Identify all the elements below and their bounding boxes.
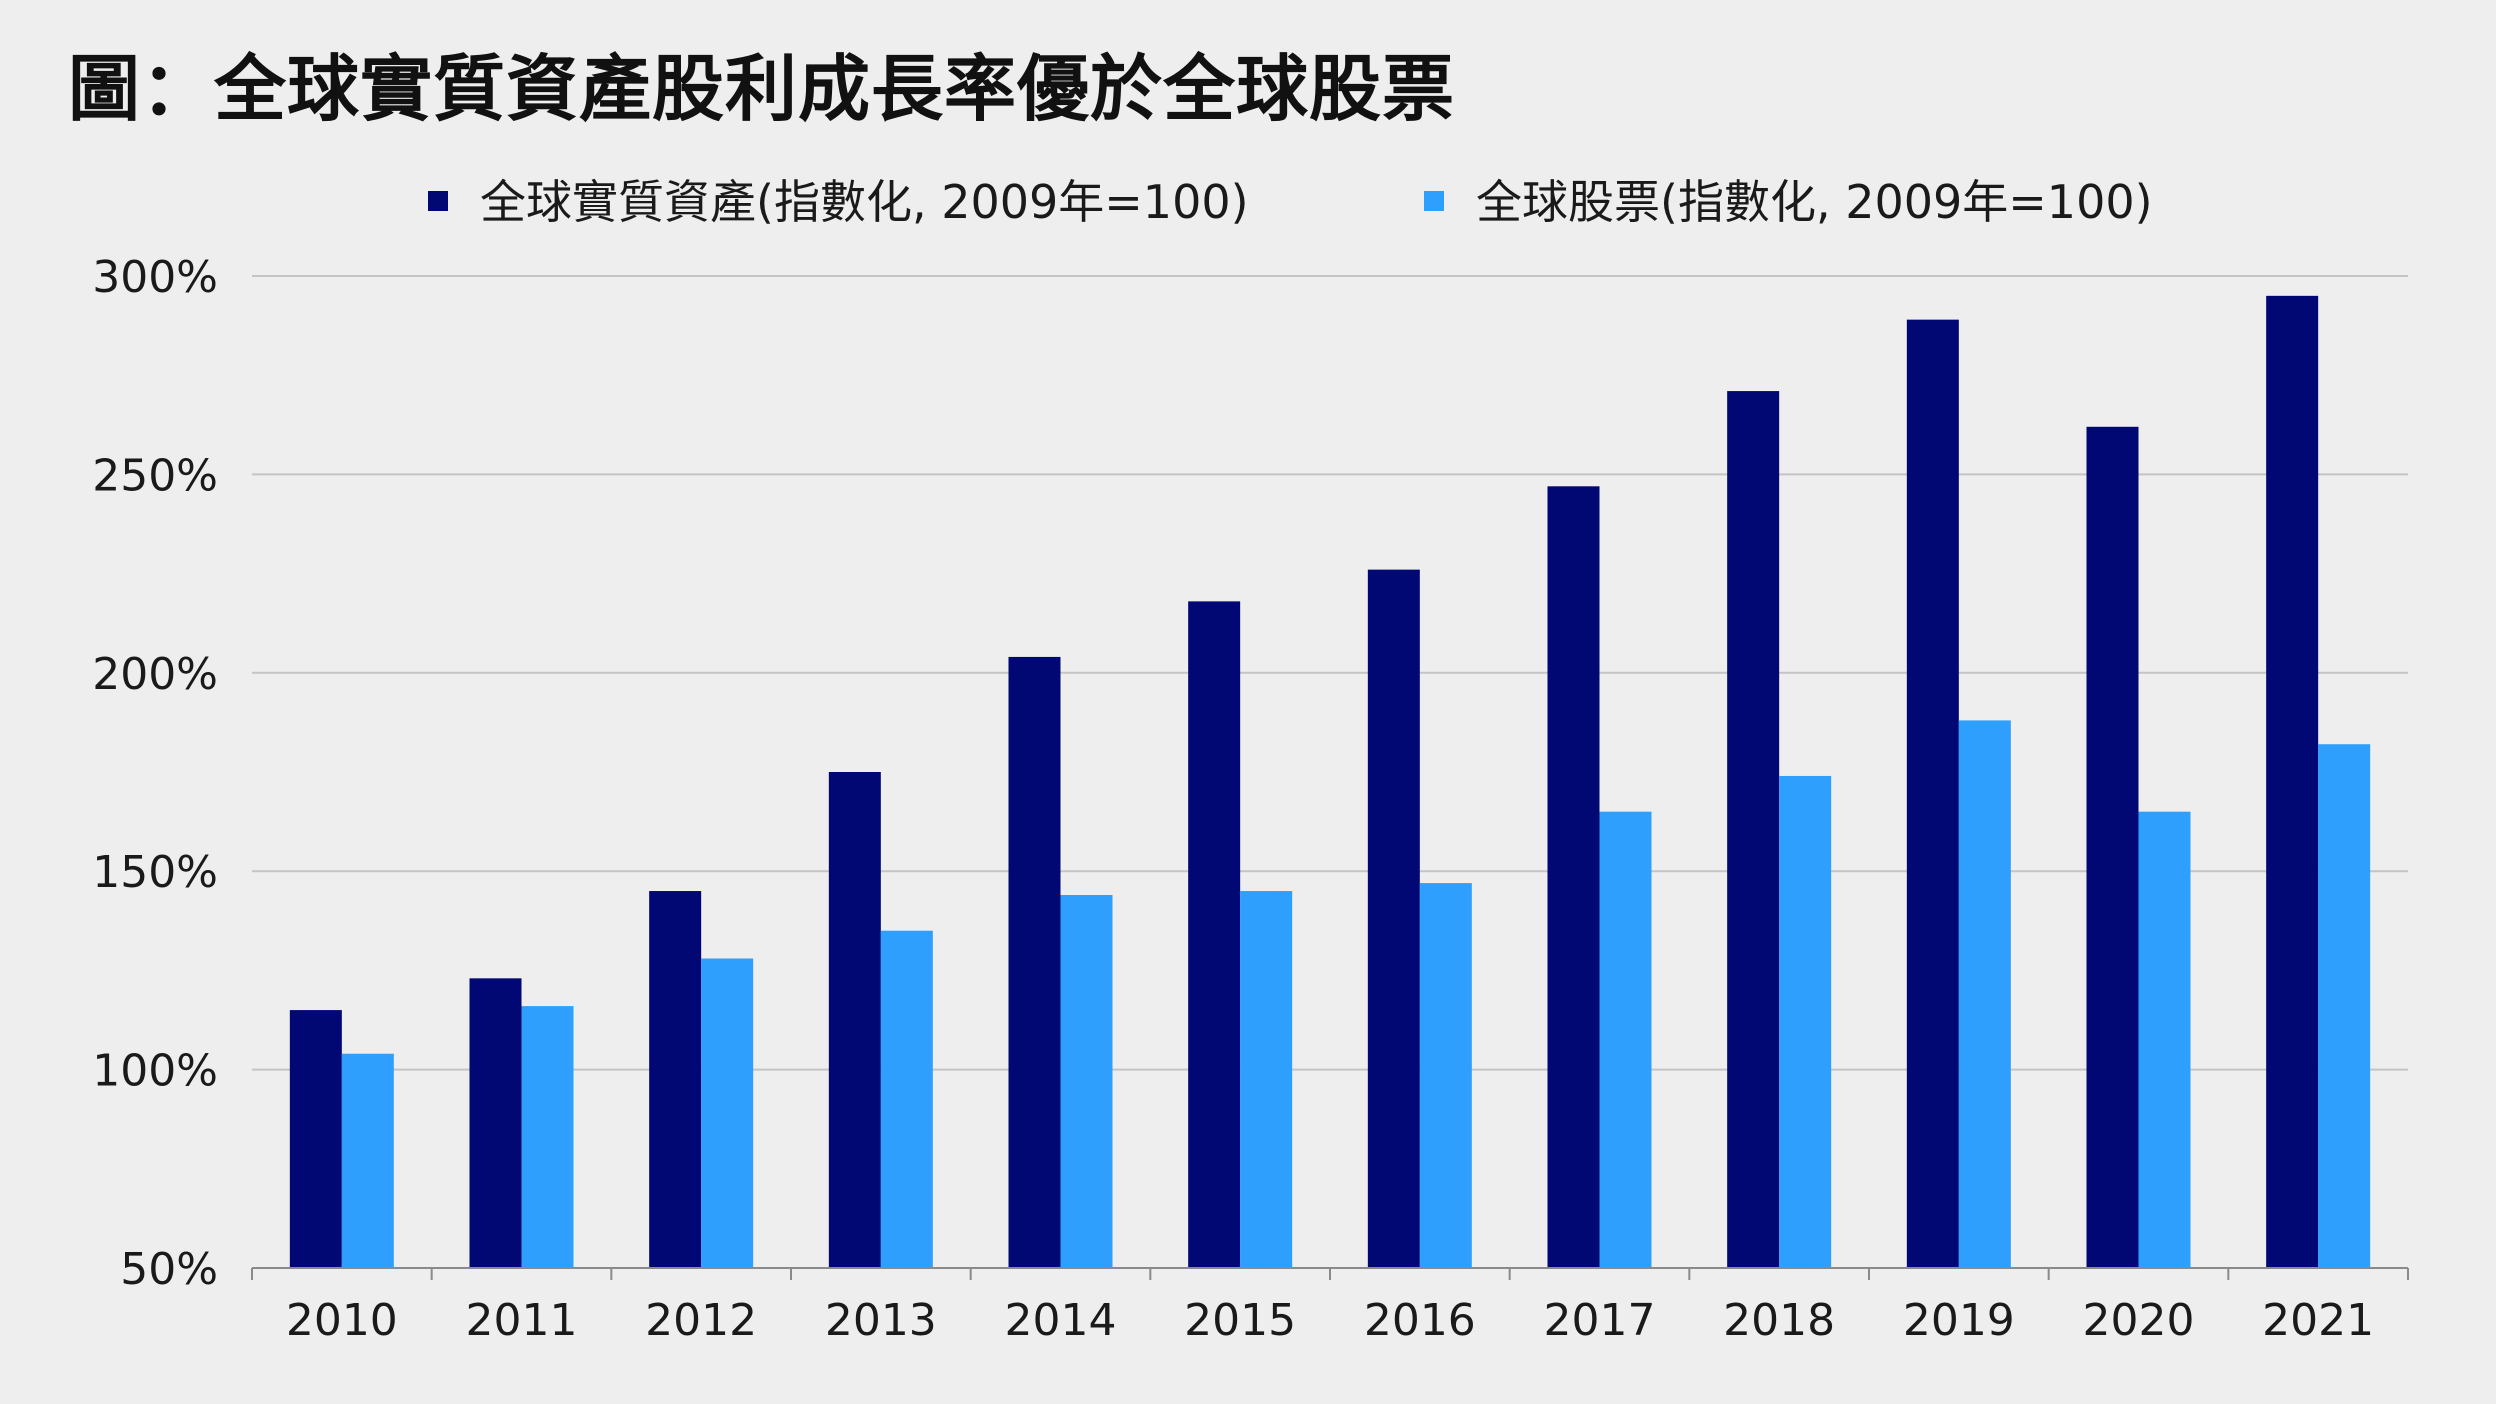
bar-real-assets-2014	[1008, 656, 1061, 1268]
bars	[289, 295, 2371, 1269]
bar-equities-2019	[1958, 720, 2011, 1268]
legend-swatch-equities	[1424, 191, 1444, 211]
bar-real-assets-2011	[469, 978, 522, 1268]
bar-real-assets-2020	[2086, 426, 2139, 1268]
bar-real-assets-2018	[1727, 391, 1780, 1268]
bar-real-assets-2012	[649, 891, 702, 1268]
x-tick-label: 2010	[286, 1295, 398, 1346]
x-tick-label: 2018	[1723, 1295, 1835, 1346]
bar-real-assets-2013	[828, 772, 881, 1268]
bar-real-assets-2016	[1367, 569, 1420, 1268]
bar-equities-2020	[2138, 811, 2191, 1268]
legend-label-equities: 全球股票(指數化, 2009年=100)	[1476, 175, 2153, 229]
bar-equities-2011	[521, 1006, 574, 1268]
y-tick-label: 200%	[92, 649, 218, 700]
y-axis: 50% 100% 150% 200% 250% 300%	[92, 252, 218, 1295]
x-tick-label: 2012	[645, 1295, 757, 1346]
gridlines	[252, 275, 2408, 1071]
bar-equities-2017	[1599, 811, 1652, 1268]
legend-swatch-real-assets	[428, 191, 448, 211]
x-tick-label: 2017	[1544, 1295, 1656, 1346]
bar-real-assets-2021	[2266, 295, 2319, 1269]
x-tick-label: 2019	[1903, 1295, 2015, 1346]
bar-equities-2012	[701, 958, 754, 1268]
chart-title: 圖：全球實質資產股利成長率優於全球股票	[68, 47, 1456, 131]
bar-equities-2014	[1060, 895, 1113, 1268]
legend-label-real-assets: 全球實質資產(指數化, 2009年=100)	[480, 175, 1249, 229]
x-tick-label: 2011	[466, 1295, 578, 1346]
y-tick-label: 150%	[92, 847, 218, 898]
bar-equities-2013	[880, 930, 933, 1268]
bar-real-assets-2010	[289, 1010, 342, 1268]
bar-equities-2015	[1240, 891, 1293, 1268]
x-tick-label: 2016	[1364, 1295, 1476, 1346]
x-tick-label: 2013	[825, 1295, 937, 1346]
bar-equities-2021	[2318, 744, 2371, 1268]
bar-real-assets-2015	[1188, 601, 1241, 1268]
y-tick-label: 100%	[92, 1046, 218, 1097]
bar-equities-2010	[341, 1053, 394, 1268]
x-tick-label: 2020	[2083, 1295, 2195, 1346]
y-tick-label: 50%	[120, 1244, 218, 1295]
y-tick-label: 250%	[92, 450, 218, 501]
x-axis: 2010 2011 2012 2013 2014 2015 2016 2017 2018 2019…	[251, 1267, 2409, 1346]
y-tick-label: 300%	[92, 252, 218, 303]
bar-equities-2018	[1779, 775, 1832, 1268]
x-tick-label: 2021	[2262, 1295, 2374, 1346]
x-tick-label: 2014	[1005, 1295, 1117, 1346]
bar-equities-2016	[1419, 883, 1472, 1268]
x-tick-label: 2015	[1184, 1295, 1296, 1346]
legend: 全球實質資產(指數化, 2009年=100) 全球股票(指數化, 2009年=10…	[428, 175, 2153, 229]
bar-real-assets-2019	[1906, 319, 1959, 1268]
bar-real-assets-2017	[1547, 486, 1600, 1269]
